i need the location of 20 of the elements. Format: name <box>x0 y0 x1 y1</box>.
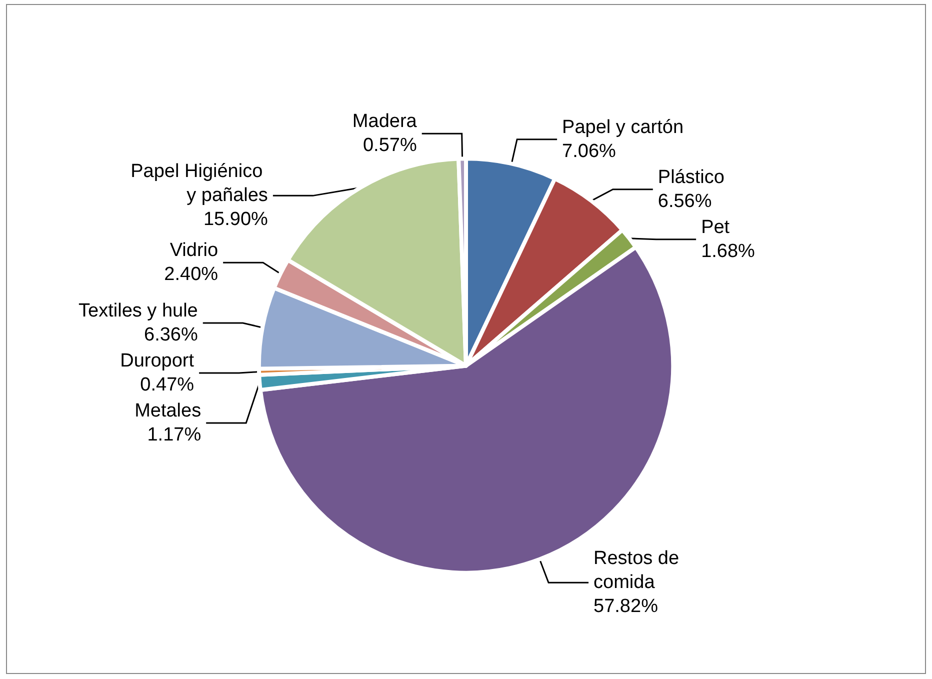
slice-label: Duroport <box>120 350 195 372</box>
slice-label: Metales <box>134 400 202 422</box>
slice-label: Vidrio <box>170 240 218 262</box>
slice-label: Madera <box>352 111 418 132</box>
data-label: 7.06% <box>562 140 616 162</box>
data-label: 0.47% <box>140 374 194 396</box>
data-label: 0.57% <box>362 135 417 156</box>
data-label: 15.90% <box>203 209 268 230</box>
slice-label: Papel y cartón <box>562 116 684 138</box>
data-label: 2.40% <box>164 264 218 286</box>
slice-label: Restos de comida <box>594 548 684 594</box>
slice-label: Textiles y hule <box>78 300 198 322</box>
data-label: 1.68% <box>701 240 756 262</box>
data-label: 57.82% <box>594 596 658 618</box>
slice-label: Plástico <box>658 166 724 188</box>
data-label: 6.36% <box>144 324 198 346</box>
slice-label: Papel Higiénico y pañales <box>130 161 268 206</box>
data-label: 1.17% <box>147 424 202 446</box>
data-label: 6.56% <box>658 190 712 212</box>
slice-label: Pet <box>701 216 730 238</box>
